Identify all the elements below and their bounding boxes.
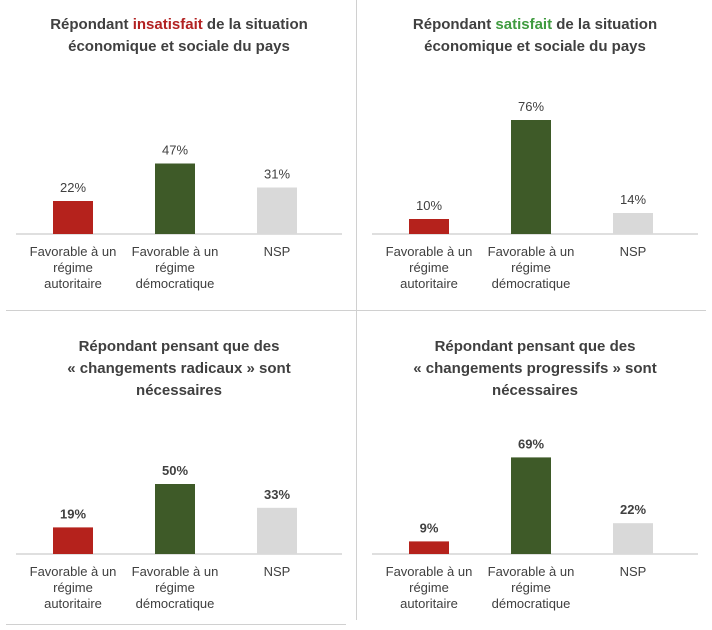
category-label: autoritaire (400, 276, 458, 291)
chart-panel-progressive-changes: Répondant pensant que des « changements … (362, 316, 708, 620)
footer-rule (6, 624, 346, 625)
chart-panel-satisfied: Répondant satisfait de la situation écon… (362, 0, 708, 305)
category-label: Favorable à un (386, 564, 473, 579)
bar-chart: 9%Favorable à unrégimeautoritaire69%Favo… (372, 436, 698, 611)
bar-nsp (613, 213, 653, 234)
bar-chart: 22%Favorable à unrégimeautoritaire47%Fav… (16, 143, 342, 291)
category-label: régime (53, 260, 93, 275)
chart-title: Répondant insatisfait de la situation éc… (50, 16, 308, 55)
bar-nsp (257, 507, 297, 554)
category-label: démocratique (136, 596, 215, 611)
bar-democratic (511, 457, 551, 554)
category-label: Favorable à un (30, 564, 117, 579)
category-label: NSP (620, 564, 647, 579)
bar-authoritarian (53, 201, 93, 234)
category-label: autoritaire (44, 276, 102, 291)
vertical-divider (356, 0, 357, 620)
data-label: 10% (416, 198, 442, 213)
category-label: Favorable à un (488, 564, 575, 579)
category-label: régime (511, 260, 551, 275)
category-label: régime (511, 580, 551, 595)
category-label: régime (155, 260, 195, 275)
category-label: Favorable à un (488, 244, 575, 259)
data-label: 19% (60, 506, 86, 521)
chart-title: Répondant satisfait de la situation écon… (412, 16, 658, 55)
bar-chart: 19%Favorable à unrégimeautoritaire50%Fav… (16, 463, 342, 611)
data-label: 31% (264, 167, 290, 182)
bar-nsp (257, 187, 297, 234)
category-label: autoritaire (44, 596, 102, 611)
data-label: 69% (518, 436, 544, 451)
chart-panel-dissatisfied: Répondant insatisfait de la situation éc… (6, 0, 352, 305)
category-label: autoritaire (400, 596, 458, 611)
bar-authoritarian (409, 541, 449, 554)
data-label: 50% (162, 463, 188, 478)
category-label: démocratique (492, 276, 571, 291)
category-label: NSP (264, 244, 291, 259)
data-label: 47% (162, 143, 188, 158)
data-label: 14% (620, 192, 646, 207)
category-label: Favorable à un (30, 244, 117, 259)
category-label: Favorable à un (386, 244, 473, 259)
category-label: régime (409, 260, 449, 275)
bar-democratic (155, 163, 195, 234)
category-label: Favorable à un (132, 564, 219, 579)
category-label: NSP (264, 564, 291, 579)
chart-title: Répondant pensant que des « changements … (67, 338, 291, 399)
category-label: Favorable à un (132, 244, 219, 259)
category-label: démocratique (492, 596, 571, 611)
data-label: 9% (420, 520, 439, 535)
category-label: NSP (620, 244, 647, 259)
bar-authoritarian (409, 219, 449, 234)
data-label: 33% (264, 487, 290, 502)
bar-authoritarian (53, 527, 93, 554)
chart-panel-radical-changes: Répondant pensant que des « changements … (6, 316, 352, 620)
category-label: régime (155, 580, 195, 595)
data-label: 76% (518, 99, 544, 114)
bar-democratic (511, 120, 551, 234)
chart-title: Répondant pensant que des « changements … (413, 338, 657, 399)
data-label: 22% (60, 180, 86, 195)
category-label: démocratique (136, 276, 215, 291)
bar-nsp (613, 523, 653, 554)
category-label: régime (53, 580, 93, 595)
bar-democratic (155, 484, 195, 554)
data-label: 22% (620, 502, 646, 517)
category-label: régime (409, 580, 449, 595)
bar-chart: 10%Favorable à unrégimeautoritaire76%Fav… (372, 99, 698, 291)
